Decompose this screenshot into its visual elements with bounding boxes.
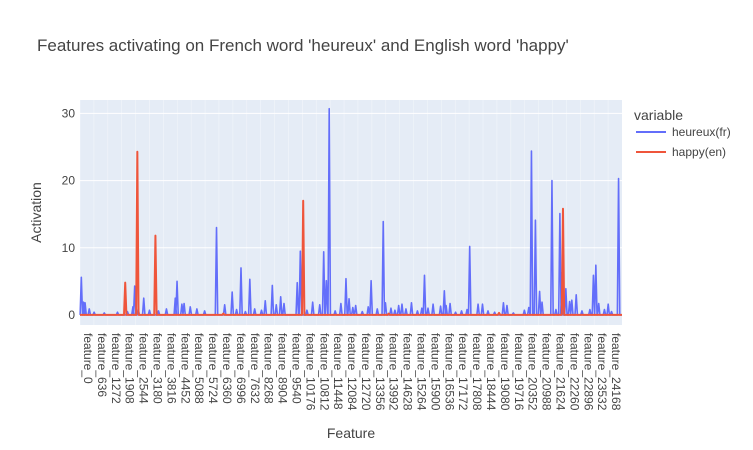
x-tick-label: feature_6996 [234, 333, 248, 404]
legend-title: variable [634, 107, 683, 123]
x-tick-label: feature_22896 [581, 333, 595, 411]
x-tick-label: feature_21624 [554, 333, 568, 411]
x-tick-label: feature_13992 [387, 333, 401, 411]
x-tick-label: feature_20988 [540, 333, 554, 411]
y-ticks: 0 10 20 30 [62, 106, 76, 321]
y-tick-label: 0 [68, 308, 75, 322]
y-tick-label: 20 [62, 174, 76, 188]
x-tick-label: feature_11448 [331, 333, 345, 410]
x-tick-label: feature_6360 [220, 333, 234, 404]
x-tick-label: feature_7632 [248, 333, 262, 404]
x-tick-label: feature_22260 [567, 333, 581, 411]
x-tick-label: feature_12720 [359, 333, 373, 411]
legend-item: heureux(fr) [672, 125, 731, 139]
chart-title: Features activating on French word 'heur… [37, 36, 569, 55]
x-tick-label: feature_3180 [150, 333, 164, 404]
x-tick-label: feature_8904 [276, 333, 290, 404]
x-tick-label: feature_2544 [137, 333, 151, 404]
x-tick-label: feature_10176 [303, 333, 317, 411]
x-tick-label: feature_18444 [484, 333, 498, 411]
x-tick-label: feature_19080 [498, 333, 512, 411]
x-tick-label: feature_23532 [595, 333, 609, 411]
x-tick-label: feature_3816 [164, 333, 178, 404]
x-tick-label: feature_15264 [415, 333, 429, 411]
x-tick-label: feature_19716 [512, 333, 526, 411]
x-tick-label: feature_4452 [178, 333, 192, 404]
x-tick-label: feature_8268 [262, 333, 276, 404]
x-ticks: feature_0 feature_636 feature_1272 feature_… [81, 333, 623, 411]
series-line [80, 150, 622, 316]
x-tick-label: feature_14628 [401, 333, 415, 411]
x-tick-label: feature_10812 [317, 333, 331, 411]
x-tick-label: feature_17808 [470, 333, 484, 411]
y-tick-label: 10 [62, 241, 76, 255]
y-axis-title: Activation [28, 182, 44, 243]
x-tick-label: feature_17172 [456, 333, 470, 411]
x-tick-label: feature_1272 [109, 333, 123, 404]
x-tick-label: feature_0 [81, 333, 95, 384]
series-group [79, 107, 622, 316]
plot-area [80, 100, 622, 325]
legend-item: happy(en) [672, 145, 726, 159]
x-tick-label: feature_13356 [373, 333, 387, 411]
x-tick-label: feature_16536 [442, 333, 456, 411]
x-tick-label: feature_9540 [289, 333, 303, 404]
x-tick-label: feature_20352 [526, 333, 540, 411]
x-tick-label: feature_5088 [192, 333, 206, 404]
x-axis-title: Feature [327, 425, 375, 441]
x-tick-label: feature_5724 [206, 333, 220, 404]
legend[interactable]: variable heureux(fr) happy(en) [634, 107, 731, 159]
x-tick-label: feature_1908 [123, 333, 137, 404]
x-tick-label: feature_15900 [428, 333, 442, 411]
x-tick-label: feature_24168 [609, 333, 623, 411]
x-tick-label: feature_12084 [345, 333, 359, 411]
x-tick-label: feature_636 [95, 333, 109, 397]
y-tick-label: 30 [62, 106, 76, 120]
